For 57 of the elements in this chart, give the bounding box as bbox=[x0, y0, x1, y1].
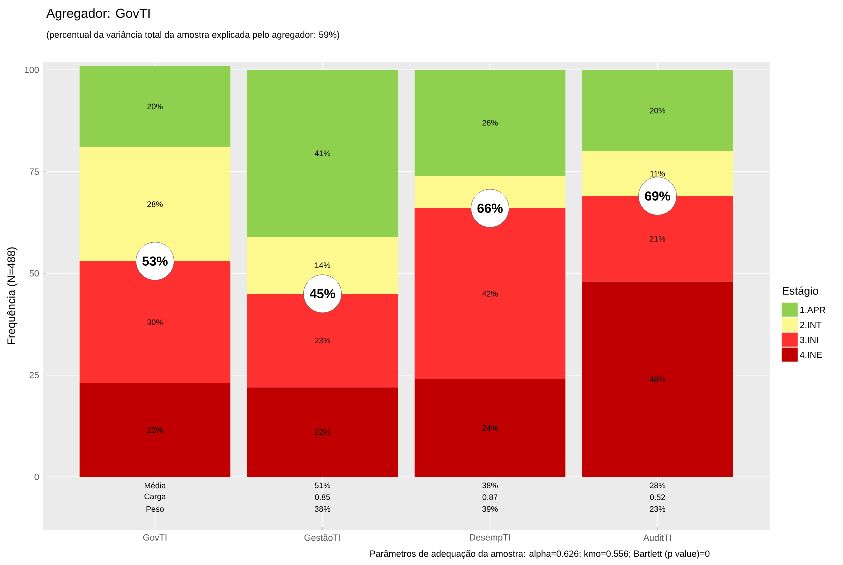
y-tick-label: 25 bbox=[30, 372, 40, 379]
data-label: 28% bbox=[148, 202, 163, 208]
legend-label: 3.INI bbox=[800, 336, 818, 344]
data-label: 23% bbox=[315, 338, 330, 344]
y-tick-label: 0 bbox=[34, 474, 40, 480]
data-label: 23% bbox=[148, 427, 163, 434]
x-tick-label: GovTI bbox=[143, 534, 167, 541]
data-label: 48% bbox=[650, 376, 666, 382]
data-label: 14% bbox=[315, 262, 330, 268]
data-label: 20% bbox=[148, 104, 163, 110]
data-label: 26% bbox=[482, 120, 498, 126]
bar bbox=[247, 70, 398, 237]
annotation: Carga bbox=[144, 494, 166, 502]
y-axis-title: Frequência (N=488) bbox=[7, 248, 18, 344]
data-label: 22% bbox=[315, 430, 330, 436]
bar bbox=[414, 379, 566, 478]
data-label: 21% bbox=[650, 236, 666, 242]
legend-label: 4.INE bbox=[800, 352, 822, 358]
annotation: 45% bbox=[310, 289, 336, 299]
x-tick-label: DesempTI bbox=[470, 534, 510, 543]
annotation: 28% bbox=[650, 482, 666, 488]
annotation: 23% bbox=[650, 506, 666, 512]
legend-title: Estágio bbox=[783, 286, 818, 298]
text: Parâmetros de adequação da amostra: alpha=0.626; kmo=0.556; Bartlett (p value)=0 bbox=[370, 550, 710, 559]
y-tick-label: 50 bbox=[30, 270, 40, 277]
annotation: 51% bbox=[315, 482, 330, 488]
bar bbox=[80, 383, 231, 478]
annotation: 0.87 bbox=[482, 494, 498, 500]
y-tick-label: 100 bbox=[25, 66, 40, 74]
bar bbox=[247, 388, 398, 478]
data-label: 20% bbox=[650, 108, 666, 114]
legend-label: 2.INT bbox=[800, 322, 822, 328]
annotation: 0.85 bbox=[315, 494, 330, 500]
bar bbox=[414, 70, 566, 176]
x-tick-label: GestãoTI bbox=[304, 534, 340, 542]
annotation: 39% bbox=[482, 506, 498, 512]
annotation: Média bbox=[145, 482, 166, 489]
chart-title: Agregador: GovTI bbox=[46, 8, 150, 21]
bar bbox=[80, 66, 231, 148]
annotation: 69% bbox=[645, 192, 670, 201]
bar bbox=[582, 282, 734, 478]
data-label: 42% bbox=[482, 291, 498, 297]
data-label: 41% bbox=[314, 150, 330, 156]
legend-label: 1.APR bbox=[800, 307, 826, 314]
y-tick-label: 75 bbox=[30, 168, 40, 176]
annotation: 0.52 bbox=[650, 494, 666, 500]
annotation: 38% bbox=[315, 506, 330, 512]
chart-subtitle: (percentual da variância total da amostra explicada pelo agregador: 59%) bbox=[47, 31, 340, 40]
x-tick-label: AuditTI bbox=[644, 534, 672, 542]
data-label: 24% bbox=[482, 425, 498, 432]
bar bbox=[582, 70, 734, 152]
annotation: 66% bbox=[478, 204, 503, 214]
annotation: 38% bbox=[482, 482, 498, 488]
data-label: 30% bbox=[148, 320, 163, 326]
annotation: 53% bbox=[142, 256, 168, 266]
data-label: 11% bbox=[650, 171, 666, 177]
annotation: Peso bbox=[146, 506, 164, 512]
